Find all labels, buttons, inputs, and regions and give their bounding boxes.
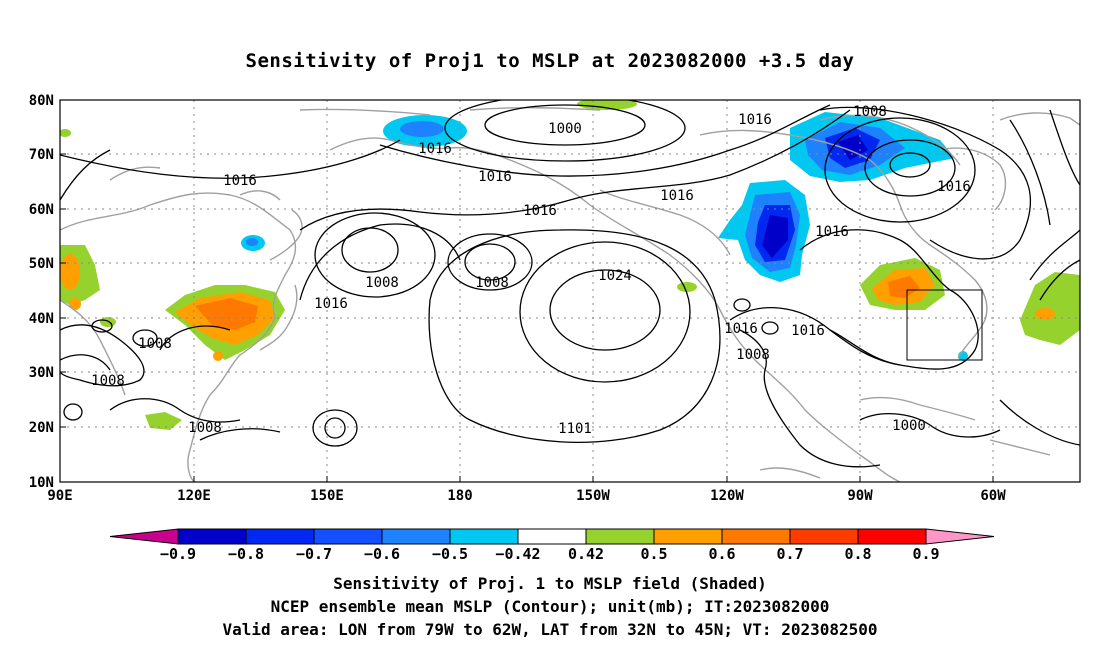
svg-text:70N: 70N	[29, 147, 54, 163]
colorbar-segment	[381, 528, 451, 545]
svg-text:1016: 1016	[815, 224, 849, 240]
svg-text:1016: 1016	[314, 296, 348, 312]
colorbar-segment	[653, 528, 723, 545]
colorbar-segment	[789, 528, 859, 545]
colorbar-tick-label: 0.8	[844, 545, 871, 563]
colorbar-segment	[857, 528, 927, 545]
svg-text:180: 180	[447, 488, 472, 504]
latitude-labels: 80N 70N 60N 50N 40N 30N 20N 10N	[29, 93, 54, 491]
svg-text:1008: 1008	[365, 275, 399, 291]
svg-text:150W: 150W	[576, 488, 610, 504]
svg-text:1008: 1008	[736, 347, 770, 363]
svg-text:1016: 1016	[523, 203, 557, 219]
colorbar-segment	[721, 528, 791, 545]
graticule	[60, 100, 1080, 482]
colorbar-tick-label: 0.9	[912, 545, 939, 563]
svg-text:80N: 80N	[29, 93, 54, 109]
mslp-contours	[60, 100, 1080, 468]
svg-text:90W: 90W	[847, 488, 873, 504]
colorbar-tick-label: −0.42	[495, 545, 540, 563]
svg-text:20N: 20N	[29, 420, 54, 436]
colorbar-segment	[517, 528, 587, 545]
svg-text:10N: 10N	[29, 475, 54, 491]
colorbar-tick-label: 0.6	[708, 545, 735, 563]
svg-text:1016: 1016	[223, 173, 257, 189]
svg-text:150E: 150E	[310, 488, 344, 504]
svg-text:1024: 1024	[598, 268, 632, 284]
contour-labels: 1000 1008 1016 1016 1016 1016 1016 1016 …	[91, 104, 971, 437]
svg-text:1008: 1008	[475, 275, 509, 291]
valid-area-box	[906, 289, 983, 361]
svg-text:1016: 1016	[937, 179, 971, 195]
map-frame	[59, 99, 1081, 483]
colorbar-segment	[449, 528, 519, 545]
shade-arctic-green	[577, 100, 637, 110]
colorbar-tick-label: −0.6	[364, 545, 400, 563]
colorbar-tick-label: 0.7	[776, 545, 803, 563]
caption-line-3: Valid area: LON from 79W to 62W, LAT fro…	[222, 620, 878, 639]
svg-text:1016: 1016	[724, 321, 758, 337]
colorbar: −0.9 −0.8 −0.7 −0.6 −0.5 −0.42 0.42 0.5 0.6 0.7 0.…	[109, 528, 995, 563]
colorbar-segment	[313, 528, 383, 545]
colorbar-tick-label: 0.5	[640, 545, 667, 563]
svg-text:1016: 1016	[660, 188, 694, 204]
shade-bering-inner	[400, 121, 444, 137]
svg-text:1016: 1016	[791, 323, 825, 339]
svg-text:120E: 120E	[177, 488, 211, 504]
svg-text:1000: 1000	[548, 121, 582, 137]
colorbar-segment	[585, 528, 655, 545]
svg-text:1008: 1008	[853, 104, 887, 120]
colorbar-tick-label: −0.5	[432, 545, 468, 563]
colorbar-tick-label: −0.7	[296, 545, 332, 563]
svg-text:1008: 1008	[188, 420, 222, 436]
caption-line-1: Sensitivity of Proj. 1 to MSLP field (Sh…	[333, 574, 767, 593]
svg-text:40N: 40N	[29, 311, 54, 327]
svg-text:1016: 1016	[418, 141, 452, 157]
svg-text:1000: 1000	[892, 418, 926, 434]
shade-atlantic-green	[1020, 272, 1080, 345]
svg-text:30N: 30N	[29, 365, 54, 381]
colorbar-segment	[245, 528, 315, 545]
colorbar-tick-label: −0.8	[228, 545, 264, 563]
svg-text:1008: 1008	[138, 336, 172, 352]
colorbar-min-triangle	[109, 528, 179, 545]
svg-text:1016: 1016	[478, 169, 512, 185]
figure-title: Sensitivity of Proj1 to MSLP at 20230820…	[245, 50, 855, 72]
caption-line-2: NCEP ensemble mean MSLP (Contour); unit(…	[270, 597, 830, 616]
colorbar-tick-label: −0.9	[160, 545, 196, 563]
svg-text:60W: 60W	[980, 488, 1006, 504]
svg-text:50N: 50N	[29, 256, 54, 272]
svg-text:120W: 120W	[710, 488, 744, 504]
svg-text:90E: 90E	[47, 488, 72, 504]
coastlines	[60, 106, 1080, 482]
svg-text:60N: 60N	[29, 202, 54, 218]
colorbar-max-triangle	[925, 528, 995, 545]
svg-text:1016: 1016	[738, 112, 772, 128]
axis-ticks	[60, 99, 994, 483]
longitude-labels: 90E 120E 150E 180 150W 120W 90W 60W	[47, 488, 1006, 504]
colorbar-tick-label: 0.42	[568, 545, 604, 563]
colorbar-segment	[177, 528, 247, 545]
svg-text:1008: 1008	[91, 373, 125, 389]
svg-text:1101: 1101	[558, 421, 592, 437]
sensitivity-shading	[60, 100, 1080, 430]
